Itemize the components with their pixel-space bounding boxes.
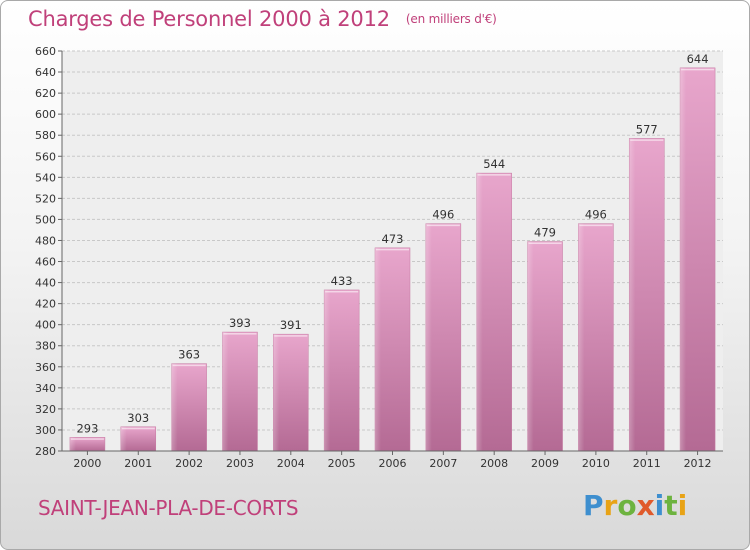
x-tick-label: 2007 xyxy=(429,457,457,470)
logo-letter: x xyxy=(636,489,655,522)
x-tick-label: 2010 xyxy=(582,457,610,470)
town-name: SAINT-JEAN-PLA-DE-CORTS xyxy=(38,496,299,520)
logo-letter: i xyxy=(677,489,688,522)
x-tick-label: 2001 xyxy=(124,457,152,470)
bar-highlight xyxy=(630,139,664,141)
y-tick-label: 300 xyxy=(35,424,56,437)
bar-sheen xyxy=(680,67,687,451)
bar-value-label: 293 xyxy=(76,421,98,435)
bar-value-label: 303 xyxy=(127,411,149,425)
y-tick-label: 420 xyxy=(35,298,56,311)
bar-sheen xyxy=(375,247,381,451)
bar-value-label: 473 xyxy=(382,232,404,246)
x-tick-label: 2012 xyxy=(684,457,712,470)
bar-highlight xyxy=(121,427,155,430)
logo-letter: r xyxy=(603,489,618,522)
bar-value-label: 363 xyxy=(178,348,200,362)
x-tick-label: 2000 xyxy=(73,457,101,470)
y-tick-label: 380 xyxy=(35,340,56,353)
bar-highlight xyxy=(70,438,104,440)
y-tick-label: 460 xyxy=(35,256,56,269)
bar-sheen xyxy=(476,173,483,451)
y-tick-label: 500 xyxy=(35,213,56,226)
logo-letter: t xyxy=(664,489,678,522)
y-tick-label: 580 xyxy=(35,129,56,142)
bar-highlight xyxy=(426,224,460,227)
bar-value-label: 544 xyxy=(483,157,505,171)
y-tick-label: 540 xyxy=(35,171,56,184)
bar-sheen xyxy=(273,334,280,451)
chart-unit: (en milliers d'€) xyxy=(405,12,497,26)
bar-sheen xyxy=(578,223,585,451)
bar-highlight xyxy=(223,333,257,335)
x-tick-label: 2005 xyxy=(328,457,356,470)
bar-sheen xyxy=(527,241,534,451)
logo-letter: i xyxy=(654,489,665,522)
bar-highlight xyxy=(376,248,409,251)
x-tick-label: 2004 xyxy=(277,457,305,470)
y-tick-label: 660 xyxy=(35,45,56,58)
bar-value-label: 391 xyxy=(280,318,302,332)
bar-highlight xyxy=(172,364,206,367)
bar-highlight xyxy=(274,335,308,337)
bar-value-label: 644 xyxy=(687,52,709,66)
y-tick-label: 280 xyxy=(35,445,56,458)
bar-value-label: 577 xyxy=(636,122,658,136)
bar-value-label: 496 xyxy=(432,208,454,222)
x-tick-label: 2009 xyxy=(531,457,559,470)
y-tick-label: 440 xyxy=(35,277,56,290)
x-tick-label: 2002 xyxy=(175,457,203,470)
y-tick-label: 400 xyxy=(35,319,56,332)
y-tick-label: 640 xyxy=(35,66,56,79)
y-tick-label: 620 xyxy=(35,87,56,100)
logo-letter: P xyxy=(583,489,604,522)
y-tick-label: 560 xyxy=(35,150,56,163)
y-tick-label: 360 xyxy=(35,361,56,374)
chart-title: Charges de Personnel 2000 à 2012 (en mill… xyxy=(28,7,497,31)
bar-sheen xyxy=(171,363,178,451)
bar-value-label: 433 xyxy=(331,274,353,288)
bar-sheen xyxy=(120,426,127,451)
bar-sheen xyxy=(222,332,229,451)
bar-highlight xyxy=(325,290,359,293)
y-tick-label: 320 xyxy=(35,403,56,416)
bar-sheen xyxy=(629,138,636,452)
chart-title-text: Charges de Personnel 2000 à 2012 xyxy=(28,7,390,31)
y-tick-label: 600 xyxy=(35,108,56,121)
x-tick-label: 2008 xyxy=(480,457,508,470)
bar-value-label: 393 xyxy=(229,316,251,330)
bar-highlight xyxy=(681,68,715,71)
bar-highlight xyxy=(579,224,613,227)
y-tick-label: 520 xyxy=(35,192,56,205)
bar-value-label: 479 xyxy=(534,226,556,240)
bar-value-label: 496 xyxy=(585,208,607,222)
bar-highlight xyxy=(477,174,511,176)
y-tick-label: 340 xyxy=(35,382,56,395)
x-tick-label: 2003 xyxy=(226,457,254,470)
bar-highlight xyxy=(528,242,562,245)
x-tick-label: 2006 xyxy=(379,457,407,470)
x-tick-label: 2011 xyxy=(633,457,661,470)
y-tick-label: 480 xyxy=(35,234,56,247)
bar-sheen xyxy=(425,223,432,451)
logo-letter: o xyxy=(617,489,637,522)
bar-sheen xyxy=(69,437,76,451)
bar-sheen xyxy=(324,289,331,451)
proxiti-logo: Proxiti xyxy=(583,489,687,522)
